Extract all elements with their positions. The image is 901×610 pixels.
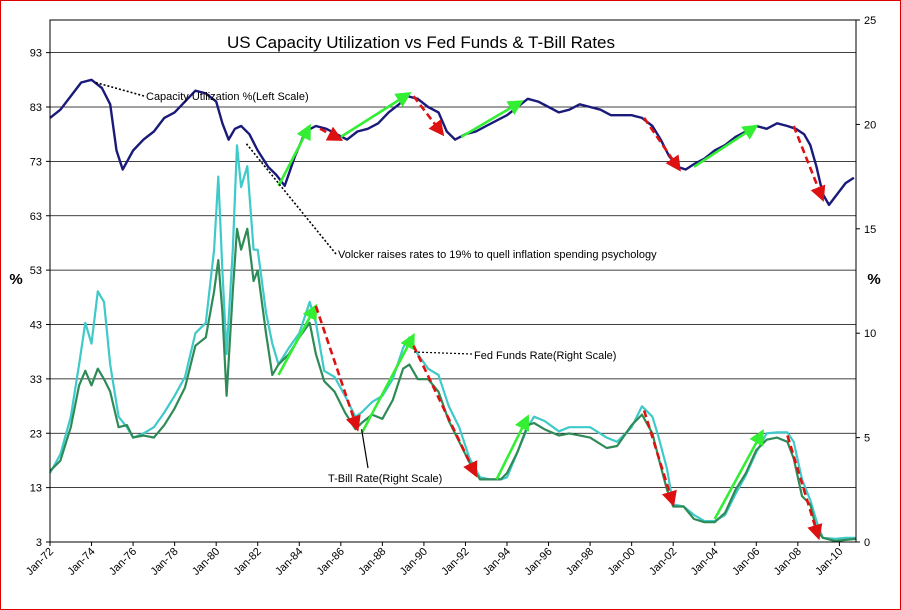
- annotation-leader-capacity: [95, 81, 145, 97]
- left-tick-label: 3: [36, 537, 42, 549]
- right-tick-label: 0: [864, 537, 870, 549]
- trend-arrow-up-rates: [713, 429, 764, 520]
- left-axis-label: %: [9, 271, 22, 288]
- left-tick-label: 43: [30, 320, 42, 332]
- annotation-leader-t-bill: [361, 429, 369, 469]
- x-tick-label: Jan-06: [730, 546, 762, 578]
- series-line-t-bill: [49, 227, 857, 543]
- x-tick-label: Jan-74: [65, 546, 97, 578]
- x-tick-label: Jan-10: [813, 546, 845, 578]
- left-tick-label: 23: [30, 428, 42, 440]
- left-tick-label: 63: [30, 211, 42, 223]
- annotation-capacity-utilization: Capacity Utilization %(Left Scale): [146, 91, 309, 103]
- x-tick-label: Jan-88: [356, 546, 388, 578]
- x-tick-label: Jan-94: [481, 546, 513, 578]
- annotation-t-bill: T-Bill Rate(Right Scale): [328, 473, 442, 485]
- right-tick-label: 5: [864, 433, 870, 445]
- x-tick-label: Jan-72: [24, 546, 56, 578]
- right-axis-label: %: [867, 271, 880, 288]
- annotation-volcker: Volcker raises rates to 19% to quell inf…: [338, 249, 657, 261]
- trend-arrow-up-capacity: [340, 92, 412, 139]
- right-tick-label: 15: [864, 224, 876, 236]
- x-tick-label: Jan-82: [232, 546, 264, 578]
- annotation-fed-funds: Fed Funds Rate(Right Scale): [474, 350, 616, 362]
- right-tick-label: 25: [864, 15, 876, 27]
- left-tick-label: 13: [30, 483, 42, 495]
- series-layer: [49, 78, 857, 543]
- x-tick-label: Jan-00: [605, 546, 637, 578]
- annotations: Capacity Utilization %(Left Scale) Volck…: [95, 81, 657, 485]
- trend-arrow-up-capacity: [693, 124, 759, 168]
- x-tick-label: Jan-84: [273, 546, 305, 578]
- left-tick-label: 73: [30, 156, 42, 168]
- left-tick-label: 83: [30, 102, 42, 114]
- x-tick-label: Jan-92: [439, 546, 471, 578]
- plot-area: [49, 19, 857, 543]
- trend-arrow-down-capacity: [319, 126, 344, 141]
- trend-arrow-down-rates: [642, 410, 677, 507]
- x-tick-label: Jan-80: [190, 546, 222, 578]
- x-tick-label: Jan-96: [522, 546, 554, 578]
- annotation-leader-volcker: [244, 141, 337, 255]
- series-line-capacity-utilization: [49, 78, 855, 207]
- x-tick-label: Jan-02: [647, 546, 679, 578]
- left-tick-label: 93: [30, 48, 42, 60]
- chart-title: US Capacity Utilization vs Fed Funds & T…: [227, 33, 615, 52]
- trend-arrow-down-rates: [412, 345, 478, 478]
- x-tick-label: Jan-76: [107, 546, 139, 578]
- right-tick-label: 10: [864, 328, 876, 340]
- x-tick-label: Jan-04: [689, 546, 721, 578]
- x-tick-label: Jan-90: [398, 546, 430, 578]
- left-tick-label: 53: [30, 265, 42, 277]
- gridlines: [50, 52, 856, 543]
- x-tick-label: Jan-98: [564, 546, 596, 578]
- trend-arrow-down-rates: [786, 435, 823, 541]
- trend-arrow-up-rates: [360, 332, 415, 435]
- trend-arrow-up-rates: [495, 414, 529, 480]
- x-tick-label: Jan-86: [315, 546, 347, 578]
- x-tick-label: Jan-78: [148, 546, 180, 578]
- trend-arrow-up-capacity: [460, 100, 524, 139]
- trend-arrow-down-capacity: [412, 95, 445, 137]
- trend-arrows: [277, 92, 826, 541]
- annotation-leader-fed-funds: [413, 351, 473, 355]
- trend-arrow-down-capacity: [792, 125, 826, 202]
- trend-arrow-up-capacity: [277, 123, 311, 187]
- right-tick-label: 20: [864, 119, 876, 131]
- x-tick-label: Jan-08: [772, 546, 804, 578]
- trend-arrow-up-rates: [277, 303, 318, 376]
- left-tick-label: 33: [30, 374, 42, 386]
